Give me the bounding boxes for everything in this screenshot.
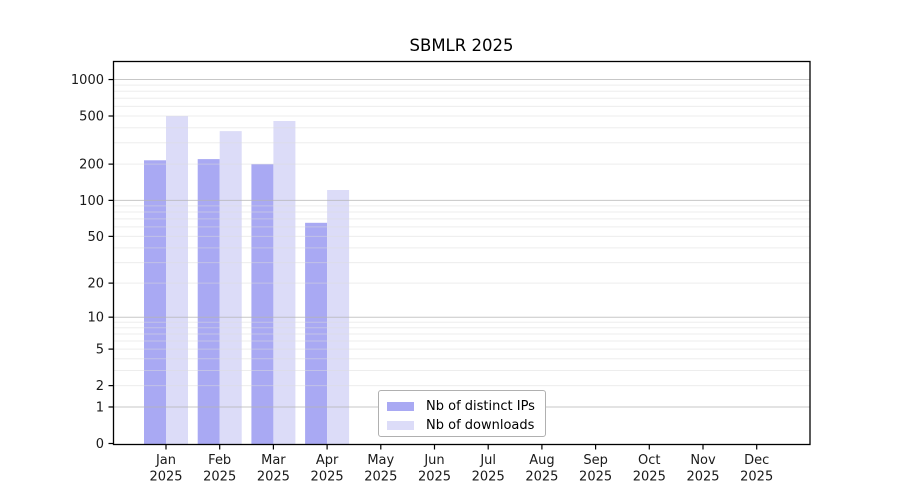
x-tick-label-month: Dec: [744, 453, 769, 468]
x-tick-label-year: 2025: [579, 470, 612, 485]
x-tick-label-year: 2025: [472, 470, 505, 485]
chart-title: SBMLR 2025: [409, 36, 514, 55]
legend-label-distinct-ips: Nb of distinct IPs: [426, 399, 535, 414]
bar-distinct-ips-mar: [251, 164, 274, 445]
y-tick-label: 1000: [71, 73, 104, 88]
x-tick-label-year: 2025: [633, 470, 666, 485]
x-tick-label-month: Oct: [638, 453, 660, 468]
legend-item-distinct-ips: Nb of distinct IPs: [387, 397, 545, 416]
y-tick-label: 20: [87, 277, 104, 292]
bar-downloads-feb: [219, 131, 242, 445]
legend-item-downloads: Nb of downloads: [387, 416, 545, 435]
plot-frame: [112, 60, 811, 446]
y-tick-label: 50: [87, 230, 104, 245]
x-tick-label-month: Jan: [155, 453, 176, 468]
x-tick-label-month: Nov: [690, 453, 716, 468]
x-tick-label-month: Jul: [479, 453, 496, 468]
x-tick-label-month: May: [367, 453, 394, 468]
y-tick-label: 10: [87, 311, 104, 326]
bar-distinct-ips-jan: [144, 160, 166, 445]
x-tick-label-month: Aug: [529, 453, 554, 468]
y-tick-label: 1: [96, 400, 104, 415]
y-tick-label: 0: [96, 437, 104, 452]
x-tick-label-year: 2025: [525, 470, 558, 485]
y-tick-label: 100: [79, 194, 104, 209]
x-tick-label-month: Apr: [316, 453, 339, 468]
x-tick-label-year: 2025: [203, 470, 236, 485]
x-tick-label-month: Jun: [423, 453, 444, 468]
x-tick-label-year: 2025: [740, 470, 773, 485]
x-tick-label-year: 2025: [149, 470, 182, 485]
legend-swatch-distinct-ips-icon: [387, 402, 414, 411]
y-tick-label: 200: [79, 158, 104, 173]
bar-downloads-jan: [166, 116, 188, 445]
x-tick-label-year: 2025: [418, 470, 451, 485]
x-tick-label-year: 2025: [686, 470, 719, 485]
y-tick-label: 500: [79, 110, 104, 125]
legend: Nb of distinct IPs Nb of downloads: [378, 390, 546, 437]
y-tick-label: 5: [96, 343, 104, 358]
y-tick-label: 2: [96, 379, 104, 394]
x-tick-label-year: 2025: [364, 470, 397, 485]
x-tick-label-month: Sep: [583, 453, 608, 468]
legend-label-downloads: Nb of downloads: [426, 418, 535, 433]
x-tick-label-year: 2025: [257, 470, 290, 485]
x-tick-label-year: 2025: [311, 470, 344, 485]
legend-swatch-downloads-icon: [387, 421, 414, 430]
x-tick-label-month: Feb: [208, 453, 231, 468]
x-tick-label-month: Mar: [261, 453, 286, 468]
bar-distinct-ips-feb: [197, 159, 220, 445]
